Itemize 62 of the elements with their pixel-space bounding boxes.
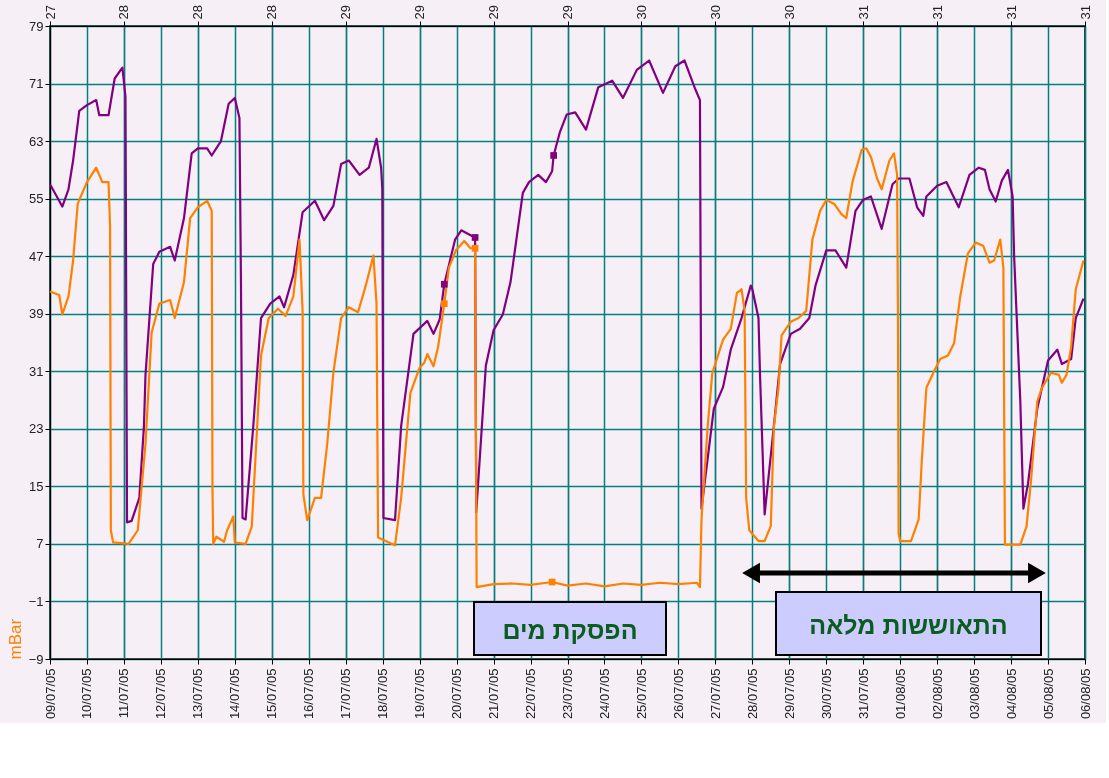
x-tick-label: 06/08/05	[1077, 668, 1093, 720]
point	[550, 152, 557, 159]
y-axis-title: mBar	[5, 618, 25, 660]
x-tick-label: 31/07/05	[855, 668, 871, 720]
x-tick-label: 30/07/05	[818, 668, 834, 720]
y-tick-label: −9	[28, 651, 44, 667]
y-tick-label: 15	[29, 478, 44, 494]
y-tick-label: 47	[29, 248, 44, 264]
x-tick-label: 14/07/05	[227, 668, 243, 720]
x-tick-label: 22/07/05	[523, 668, 539, 720]
y-tick-label: 71	[29, 76, 44, 92]
y-tick-label: 55	[29, 191, 44, 207]
x-tick-label: 20/07/05	[449, 668, 465, 720]
x-tick-label: 10/07/05	[79, 668, 95, 720]
y-tick-label: 7	[36, 536, 44, 552]
x-tick-label: 17/07/05	[338, 668, 354, 720]
x-tick-label: 05/08/05	[1040, 668, 1056, 720]
x-tick-label: 13/07/05	[190, 668, 206, 720]
x-tick-label: 16/07/05	[301, 668, 317, 720]
x2-tick-label: 29	[338, 5, 354, 20]
x2-tick-label: 28	[264, 5, 280, 20]
x-tick-label: 01/08/05	[892, 668, 908, 720]
point	[440, 300, 448, 308]
x2-tick-label: 30	[781, 5, 797, 20]
x-tick-label: 19/07/05	[412, 668, 428, 720]
x-tick-label: 23/07/05	[560, 668, 575, 720]
x2-tick-label: 31	[929, 5, 945, 20]
x2-tick-label: 29	[486, 5, 502, 20]
x2-tick-label: 31	[855, 5, 871, 20]
x2-tick-label: 28	[116, 5, 132, 20]
x-tick-label: 24/07/05	[596, 668, 612, 720]
x2-tick-label: 28	[190, 5, 206, 20]
point	[440, 280, 448, 288]
y-tick-label: −1	[28, 593, 44, 609]
x-tick-label: 12/07/05	[153, 668, 169, 720]
x2-tick-label: 31	[1077, 5, 1093, 20]
x-tick-label: 28/07/05	[744, 668, 760, 720]
annotation: הפסקת מים	[502, 615, 638, 644]
y-tick-label: 79	[29, 18, 44, 34]
x-tick-label: 26/07/05	[670, 668, 686, 720]
y-tick-label: 39	[29, 306, 44, 322]
x-tick-label: 29/07/05	[781, 668, 797, 720]
x2-tick-label: 31	[1003, 5, 1019, 20]
x-tick-label: 21/07/05	[486, 668, 502, 720]
x-tick-label: 27/07/05	[707, 668, 723, 720]
x-tick-label: 03/08/05	[966, 668, 982, 720]
x-tick-label: 02/08/05	[929, 668, 945, 720]
x-tick-label: 18/07/05	[375, 668, 391, 720]
x-tick-label: 09/07/05	[42, 668, 58, 720]
x2-tick-label: 30	[707, 5, 723, 20]
x-tick-label: 11/07/05	[116, 668, 132, 719]
y-tick-label: 63	[29, 133, 44, 149]
x2-tick-label: 27	[42, 5, 58, 20]
x2-tick-label: 30	[633, 5, 649, 20]
x2-tick-label: 29	[560, 5, 575, 20]
x-tick-label: 25/07/05	[633, 668, 649, 720]
annotation: התאוששות מלאה	[809, 610, 1008, 639]
y-tick-label: 23	[29, 421, 44, 437]
x-tick-label: 15/07/05	[264, 668, 280, 720]
x-tick-label: 04/08/05	[1003, 668, 1019, 720]
y-tick-label: 31	[29, 363, 44, 379]
x2-tick-label: 29	[412, 5, 428, 20]
